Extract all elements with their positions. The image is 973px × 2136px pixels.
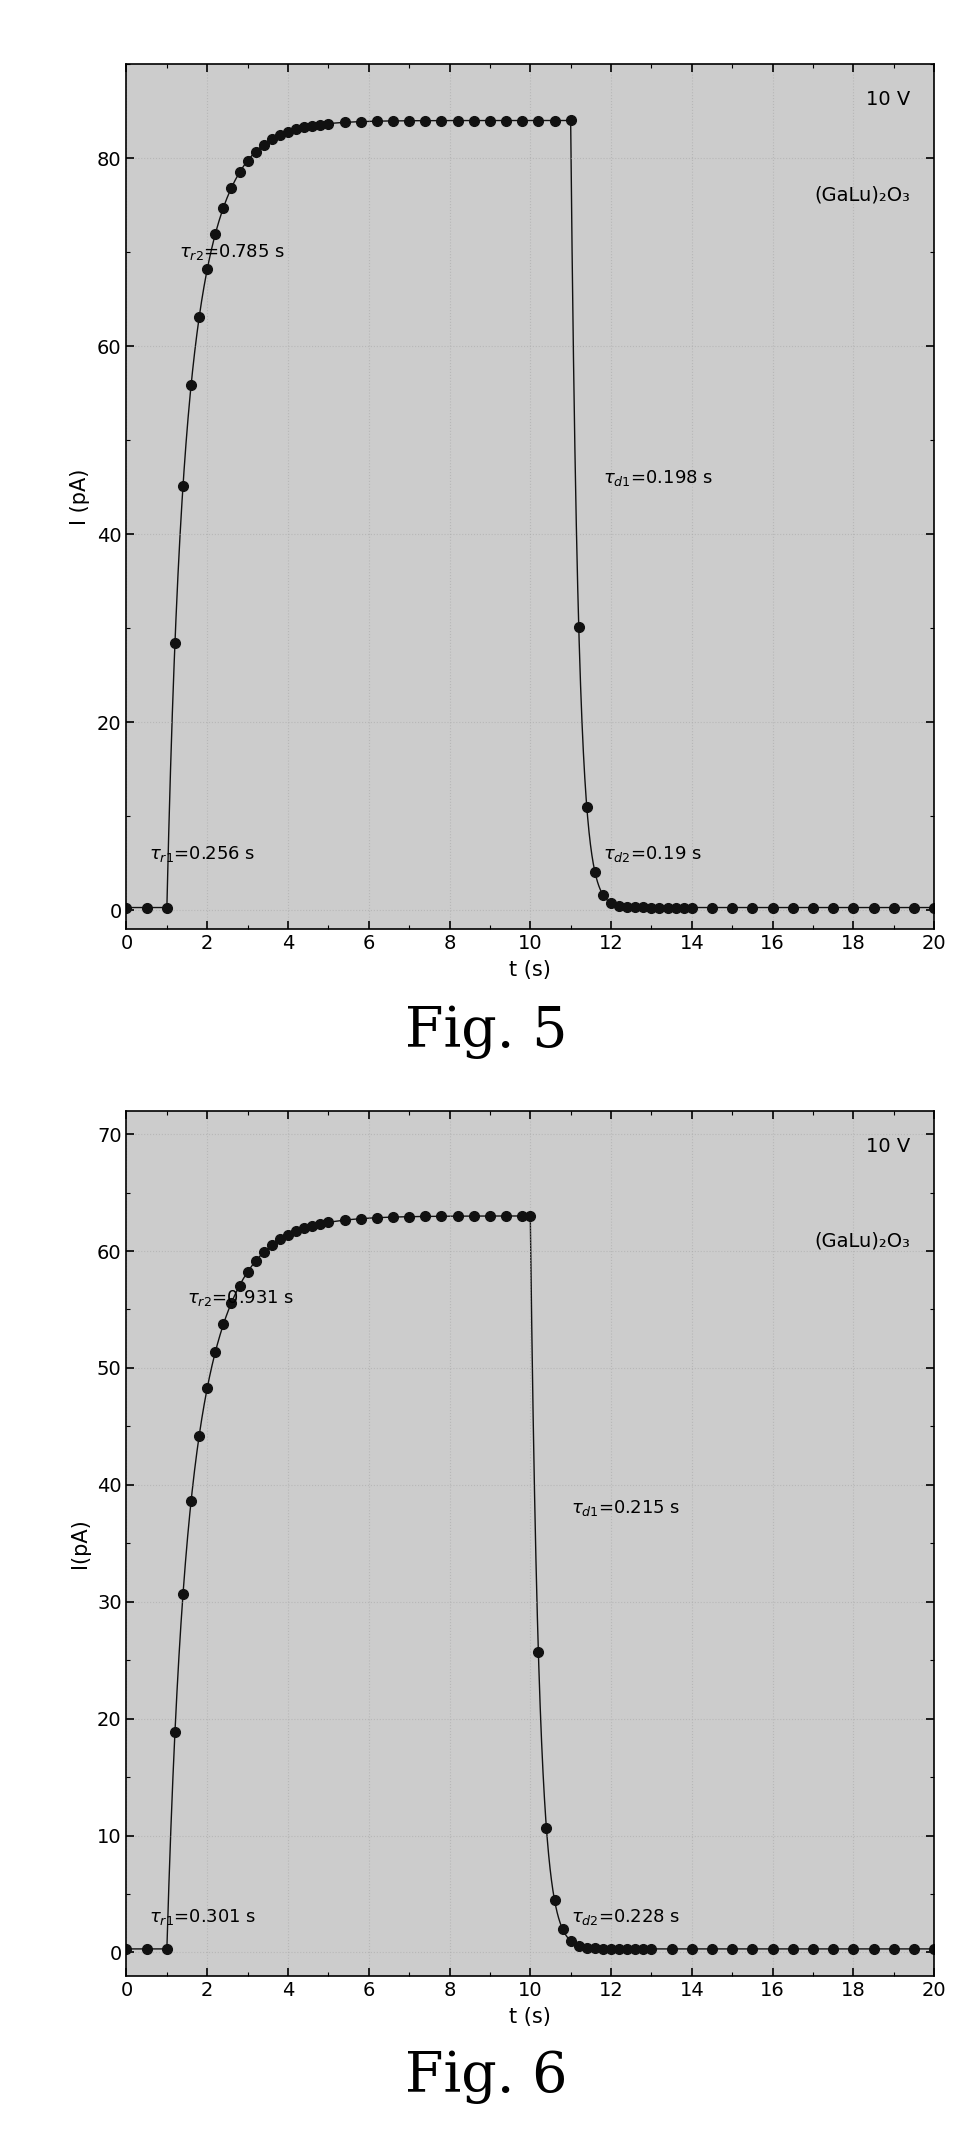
Text: Fig. 5: Fig. 5 xyxy=(405,1004,568,1059)
Text: (GaLu)₂O₃: (GaLu)₂O₃ xyxy=(814,1232,910,1252)
Text: $\tau_{r1}$=0.301 s: $\tau_{r1}$=0.301 s xyxy=(149,1907,256,1927)
Text: (GaLu)₂O₃: (GaLu)₂O₃ xyxy=(814,186,910,205)
Text: $\tau_{d1}$=0.198 s: $\tau_{d1}$=0.198 s xyxy=(603,468,713,487)
Text: 10 V: 10 V xyxy=(866,1136,910,1156)
Y-axis label: I (pA): I (pA) xyxy=(70,468,90,525)
X-axis label: t (s): t (s) xyxy=(509,2006,552,2027)
Text: Fig. 6: Fig. 6 xyxy=(405,2048,568,2104)
Text: $\tau_{d1}$=0.215 s: $\tau_{d1}$=0.215 s xyxy=(571,1497,680,1519)
Text: $\tau_{r2}$=0.785 s: $\tau_{r2}$=0.785 s xyxy=(179,241,285,263)
Text: $\tau_{d2}$=0.19 s: $\tau_{d2}$=0.19 s xyxy=(603,844,702,863)
Text: 10 V: 10 V xyxy=(866,90,910,109)
Text: $\tau_{d2}$=0.228 s: $\tau_{d2}$=0.228 s xyxy=(571,1907,680,1927)
X-axis label: t (s): t (s) xyxy=(509,959,552,980)
Y-axis label: I(pA): I(pA) xyxy=(70,1519,90,1568)
Text: $\tau_{r1}$=0.256 s: $\tau_{r1}$=0.256 s xyxy=(149,844,255,863)
Text: $\tau_{r2}$=0.931 s: $\tau_{r2}$=0.931 s xyxy=(187,1288,295,1307)
